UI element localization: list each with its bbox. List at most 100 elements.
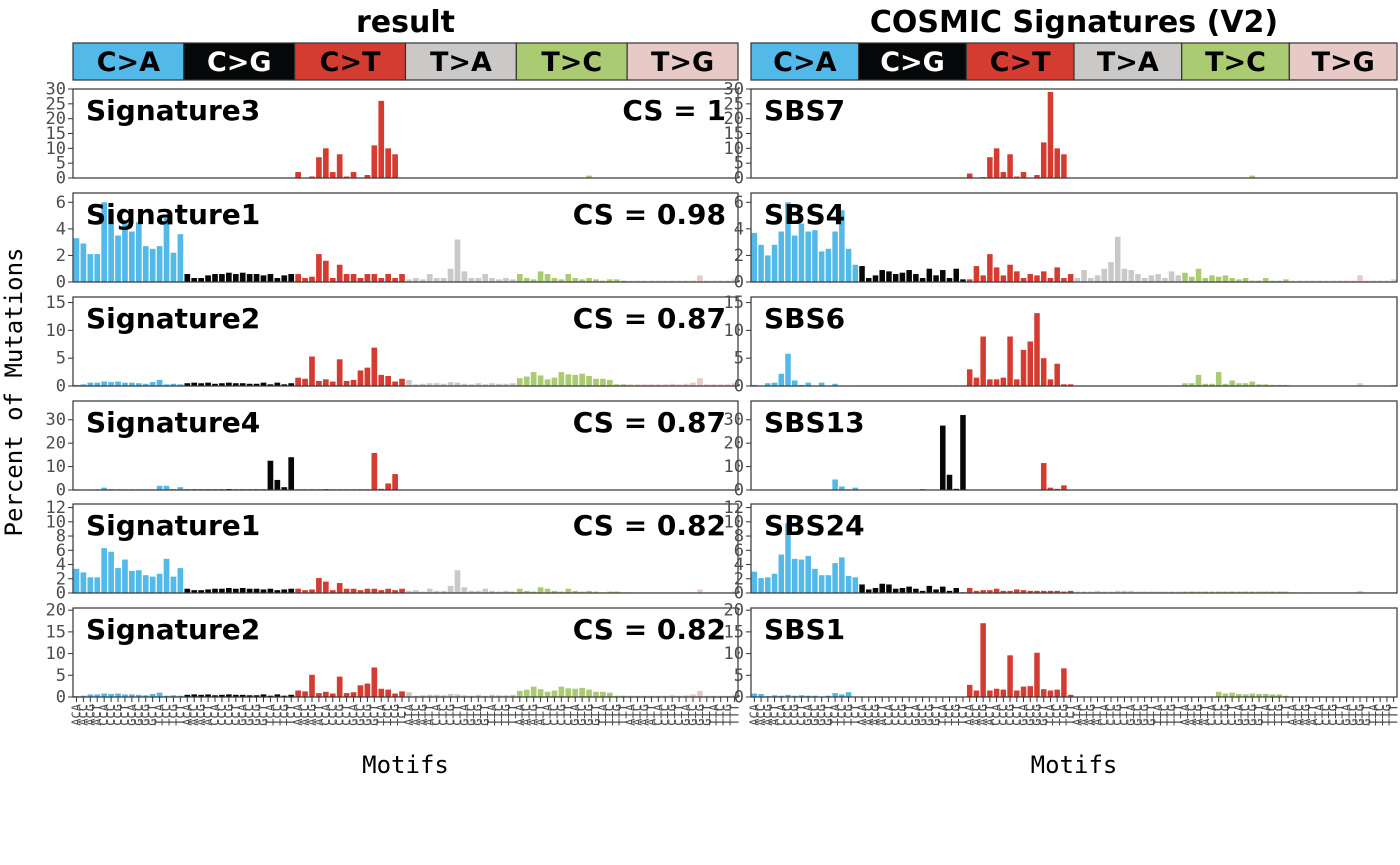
motif-bar	[872, 588, 879, 593]
motif-bar	[1135, 591, 1141, 593]
motif-bar	[461, 587, 468, 593]
x-tick-label: CCC	[996, 704, 1010, 726]
motif-bar	[572, 688, 579, 697]
motif-bar	[1249, 175, 1256, 178]
motif-bar	[433, 694, 440, 697]
mutation-type-band	[515, 42, 628, 81]
motif-bar	[1027, 686, 1034, 697]
motif-bar	[378, 278, 385, 282]
x-tick-label: CTG	[1326, 704, 1340, 726]
motif-bar	[940, 425, 946, 490]
motif-bar	[683, 383, 689, 386]
x-tick-label: GCC	[132, 704, 146, 726]
motif-bar	[142, 575, 149, 593]
motif-bar	[1067, 384, 1074, 386]
panel-signature-name: Signature3	[86, 94, 260, 127]
motif-bar	[1101, 591, 1108, 593]
motif-bar	[392, 693, 398, 697]
motif-bar	[101, 487, 108, 490]
x-tick-label: TTT	[1279, 704, 1293, 726]
y-tick-label: 6	[56, 541, 66, 561]
motif-bar	[371, 347, 378, 386]
motif-bar	[1215, 591, 1222, 593]
motif-bar	[537, 375, 544, 386]
motif-bar	[544, 691, 551, 697]
x-tick-label: ACG	[83, 704, 97, 726]
motif-bar	[94, 254, 101, 282]
y-tick-label: 25	[724, 94, 744, 114]
motif-bar	[1061, 668, 1067, 697]
y-tick-label: 2	[56, 246, 66, 266]
motif-bar	[309, 176, 315, 178]
motif-bar	[655, 280, 662, 282]
y-tick-label: 10	[46, 644, 66, 664]
x-tick-label: TTC	[492, 704, 506, 726]
x-tick-label: TTG	[721, 704, 735, 726]
motif-bar	[163, 695, 170, 697]
x-tick-label: ATG	[1299, 704, 1313, 726]
motif-bar	[1209, 591, 1215, 593]
x-tick-label: ACA	[69, 703, 83, 725]
motif-bar	[1014, 271, 1020, 282]
y-tick-label: 20	[724, 109, 744, 129]
motif-bar	[866, 278, 872, 282]
motif-bar	[129, 382, 135, 386]
motif-bar	[586, 689, 592, 697]
motif-bar	[260, 275, 267, 282]
motif-bar	[966, 684, 973, 697]
motif-bar	[295, 588, 301, 593]
motif-bar	[239, 694, 246, 697]
motif-bar	[322, 581, 329, 593]
x-tick-label: ATG	[1084, 704, 1098, 726]
motif-bar	[1061, 591, 1067, 593]
x-tick-label: GCG	[250, 704, 264, 726]
panel-signature-name: SBS1	[764, 613, 845, 646]
x-tick-label: GCG	[815, 704, 829, 726]
motif-bar	[122, 382, 128, 386]
motif-bar	[613, 591, 620, 593]
motif-bar	[839, 694, 845, 697]
y-tick-label: 15	[46, 293, 66, 313]
y-tick-label: 10	[724, 512, 744, 532]
motif-bar	[1081, 270, 1087, 282]
motif-bar	[785, 353, 791, 386]
motif-bar	[191, 590, 198, 593]
motif-bar	[866, 589, 872, 593]
motif-bar	[302, 378, 308, 386]
motif-bar	[1114, 590, 1121, 593]
motif-bar	[1182, 383, 1188, 386]
x-tick-label: TTG	[610, 704, 624, 726]
x-tick-label: GCC	[916, 704, 930, 726]
x-tick-label: TCC	[160, 704, 174, 726]
x-tick-label: ATG	[1191, 704, 1205, 726]
panel-cosine-similarity: CS = 0.87	[573, 302, 726, 335]
motif-bar	[239, 272, 246, 282]
x-tick-label: GCT	[146, 704, 160, 726]
motif-bar	[1020, 686, 1027, 697]
x-tick-label: GCC	[243, 704, 257, 726]
panel-cosine-similarity: CS = 0.87	[573, 406, 726, 439]
motif-bar	[832, 563, 838, 593]
motif-bar	[600, 691, 606, 697]
motif-bar	[933, 275, 939, 282]
motif-bar	[274, 382, 281, 386]
mutation-type-label: T>C	[541, 47, 602, 78]
motif-bar	[316, 693, 322, 697]
motif-bar	[731, 279, 738, 282]
x-tick-label: CCA	[882, 703, 896, 725]
motif-bar	[966, 173, 973, 178]
motif-bar	[1390, 279, 1397, 282]
motif-bar	[641, 695, 648, 697]
motif-bar	[385, 588, 392, 593]
motif-bar	[586, 175, 592, 178]
motif-bar	[832, 479, 838, 490]
x-tick-label: CCT	[229, 704, 243, 726]
x-tick-label: ACA	[291, 703, 305, 725]
motif-bar	[818, 575, 825, 593]
motif-bar	[226, 588, 232, 593]
mutation-type-band	[626, 42, 739, 81]
motif-bar	[703, 280, 710, 282]
x-tick-label: GTT	[478, 704, 492, 726]
x-tick-label: TTA	[1151, 703, 1165, 725]
